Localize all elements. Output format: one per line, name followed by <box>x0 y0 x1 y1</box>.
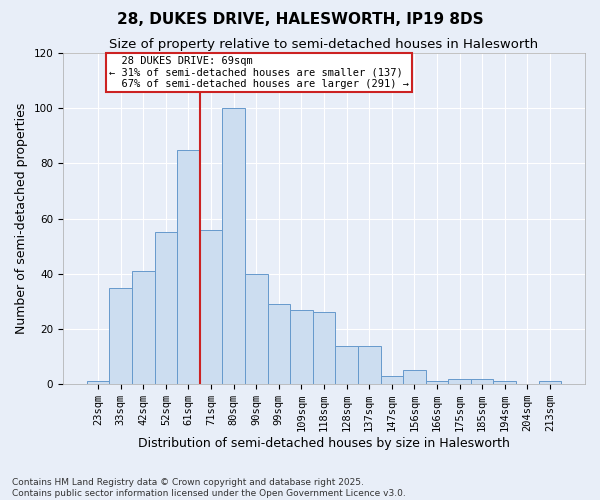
Text: 28 DUKES DRIVE: 69sqm
← 31% of semi-detached houses are smaller (137)
  67% of s: 28 DUKES DRIVE: 69sqm ← 31% of semi-deta… <box>109 56 409 89</box>
Bar <box>493 382 516 384</box>
Bar <box>358 346 380 384</box>
Bar <box>448 378 471 384</box>
Bar <box>155 232 177 384</box>
Title: Size of property relative to semi-detached houses in Halesworth: Size of property relative to semi-detach… <box>109 38 539 51</box>
Bar <box>245 274 268 384</box>
Bar <box>380 376 403 384</box>
Bar <box>200 230 223 384</box>
Bar <box>268 304 290 384</box>
Bar <box>539 382 561 384</box>
Bar <box>313 312 335 384</box>
Bar <box>109 288 132 384</box>
Text: 28, DUKES DRIVE, HALESWORTH, IP19 8DS: 28, DUKES DRIVE, HALESWORTH, IP19 8DS <box>116 12 484 28</box>
Bar <box>87 382 109 384</box>
Bar <box>425 382 448 384</box>
Y-axis label: Number of semi-detached properties: Number of semi-detached properties <box>15 103 28 334</box>
Bar <box>471 378 493 384</box>
Bar <box>403 370 425 384</box>
Bar <box>290 310 313 384</box>
Text: Contains HM Land Registry data © Crown copyright and database right 2025.
Contai: Contains HM Land Registry data © Crown c… <box>12 478 406 498</box>
X-axis label: Distribution of semi-detached houses by size in Halesworth: Distribution of semi-detached houses by … <box>138 437 510 450</box>
Bar <box>335 346 358 384</box>
Bar <box>132 271 155 384</box>
Bar <box>177 150 200 384</box>
Bar <box>223 108 245 384</box>
